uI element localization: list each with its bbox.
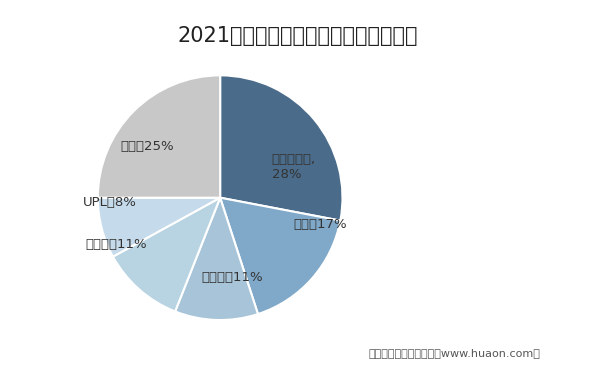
Wedge shape	[98, 75, 220, 198]
Text: 巴斯夫，11%: 巴斯夫，11%	[202, 271, 263, 284]
Text: 先正达集团,
28%: 先正达集团, 28%	[271, 153, 316, 181]
Wedge shape	[220, 198, 340, 314]
Wedge shape	[220, 75, 343, 220]
Wedge shape	[175, 198, 258, 320]
Text: 制图：华经产业研究院（www.huaon.com）: 制图：华经产业研究院（www.huaon.com）	[369, 348, 541, 358]
Text: 科迪华，11%: 科迪华，11%	[85, 238, 147, 251]
Text: UPL，8%: UPL，8%	[83, 196, 137, 209]
Text: 2021年全球植物保护产品市场份额占比: 2021年全球植物保护产品市场份额占比	[177, 26, 418, 46]
Wedge shape	[98, 198, 220, 257]
Text: 拜耳，17%: 拜耳，17%	[293, 218, 347, 231]
Wedge shape	[113, 198, 220, 311]
Text: 其他，25%: 其他，25%	[120, 140, 174, 153]
